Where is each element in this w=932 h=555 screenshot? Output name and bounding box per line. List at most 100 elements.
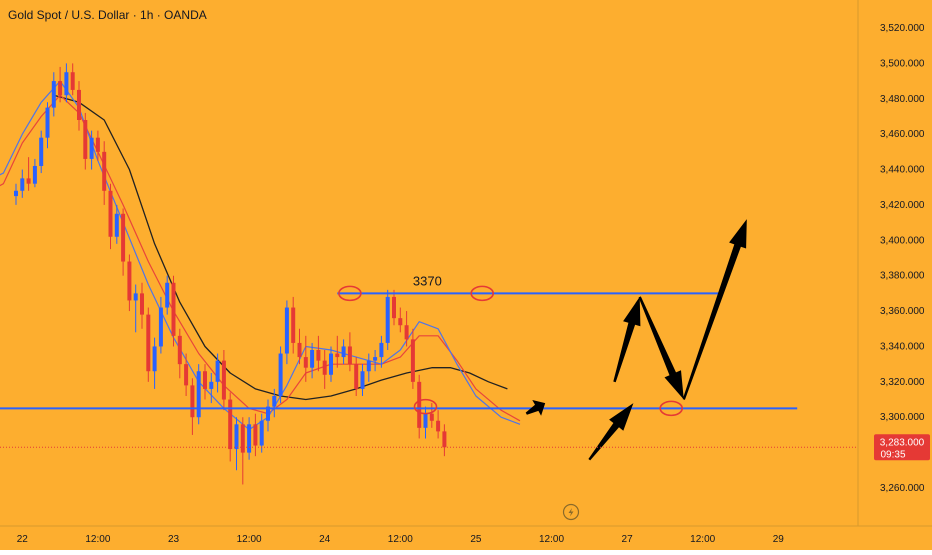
candle-body	[291, 307, 296, 343]
candle-body	[392, 296, 396, 319]
arrow-shape	[525, 400, 546, 416]
candle	[14, 183, 18, 205]
candle	[347, 332, 352, 372]
candle	[398, 307, 403, 333]
candle-body	[221, 360, 226, 400]
candle	[190, 378, 195, 435]
y-tick-label: 3,300.000	[880, 412, 925, 423]
candle-body	[152, 346, 157, 372]
candle-body	[32, 166, 37, 184]
candle	[341, 339, 346, 365]
candle-body	[140, 293, 144, 315]
candle-body	[39, 137, 44, 166]
candle	[221, 350, 226, 411]
x-tick-label: 12:00	[237, 534, 262, 545]
candle	[310, 342, 315, 379]
candle	[284, 300, 289, 365]
candle	[215, 353, 220, 393]
candle	[121, 208, 126, 276]
y-tick-label: 3,500.000	[880, 58, 925, 69]
candle	[171, 275, 176, 347]
y-tick-label: 3,320.000	[880, 377, 925, 388]
ma-fast-line	[0, 80, 521, 431]
candle-body	[196, 371, 201, 418]
candle-body	[253, 424, 258, 446]
candle	[234, 417, 239, 471]
candle-body	[404, 325, 409, 340]
candle	[379, 335, 384, 368]
y-tick-label: 3,420.000	[880, 200, 925, 211]
ellipse-marker	[659, 400, 684, 417]
candle-body	[203, 371, 207, 389]
candle	[404, 311, 409, 347]
candle-body	[310, 350, 315, 368]
y-tick-label: 3,440.000	[880, 165, 925, 176]
candle-body	[158, 307, 163, 347]
y-tick-label: 3,380.000	[880, 271, 925, 282]
candle-body	[284, 307, 289, 354]
candle-body	[322, 360, 327, 375]
candle	[127, 254, 132, 312]
ma-slow-line	[53, 94, 508, 401]
candle	[410, 328, 415, 389]
candle	[51, 72, 56, 117]
candle	[203, 364, 207, 400]
y-tick-label: 3,480.000	[880, 94, 925, 105]
lightning-icon[interactable]	[562, 503, 580, 521]
candle	[278, 346, 283, 404]
candle	[177, 328, 182, 379]
candle	[95, 130, 100, 161]
x-tick-label: 27	[622, 534, 634, 545]
candle	[385, 289, 390, 350]
candle	[165, 275, 170, 315]
candle-body	[410, 339, 415, 382]
candle	[417, 374, 422, 439]
candle-body	[95, 137, 100, 152]
x-tick-label: 12:00	[388, 534, 413, 545]
candle	[184, 353, 189, 396]
candle-body	[58, 81, 63, 96]
candle-body	[45, 107, 50, 138]
y-tick-label: 3,400.000	[880, 235, 925, 246]
candle	[196, 364, 201, 425]
y-tick-label: 3,460.000	[880, 129, 925, 140]
candle	[322, 350, 327, 389]
candle	[108, 183, 113, 250]
level-lines-layer: 3370	[0, 273, 798, 410]
x-tick-label: 23	[168, 534, 180, 545]
candle-body	[335, 353, 340, 358]
candle-body	[247, 424, 252, 453]
candle-body	[190, 385, 195, 418]
moving-averages-layer	[0, 80, 521, 431]
candle-body	[379, 342, 384, 358]
candle	[392, 289, 396, 326]
candle	[70, 63, 75, 96]
ellipse-markers-layer	[338, 285, 684, 417]
icon-layer	[562, 503, 580, 521]
candle	[366, 353, 371, 382]
candle	[64, 63, 69, 103]
candle-body	[347, 346, 352, 365]
candle-body	[385, 296, 390, 343]
candle	[133, 284, 138, 333]
candle	[335, 335, 340, 368]
candle-body	[259, 420, 264, 446]
candle	[140, 282, 144, 329]
candle-body	[442, 431, 447, 448]
candle-body	[89, 137, 94, 159]
candle	[423, 406, 428, 439]
candle	[89, 130, 94, 170]
candle-body	[209, 381, 214, 389]
candle	[373, 350, 378, 372]
candle	[228, 392, 233, 462]
candle-body	[354, 364, 359, 389]
candle-body	[266, 406, 270, 421]
ma-medium-line	[0, 94, 521, 422]
candle	[329, 346, 333, 382]
candle-body	[26, 178, 31, 184]
candle-body	[329, 353, 333, 375]
